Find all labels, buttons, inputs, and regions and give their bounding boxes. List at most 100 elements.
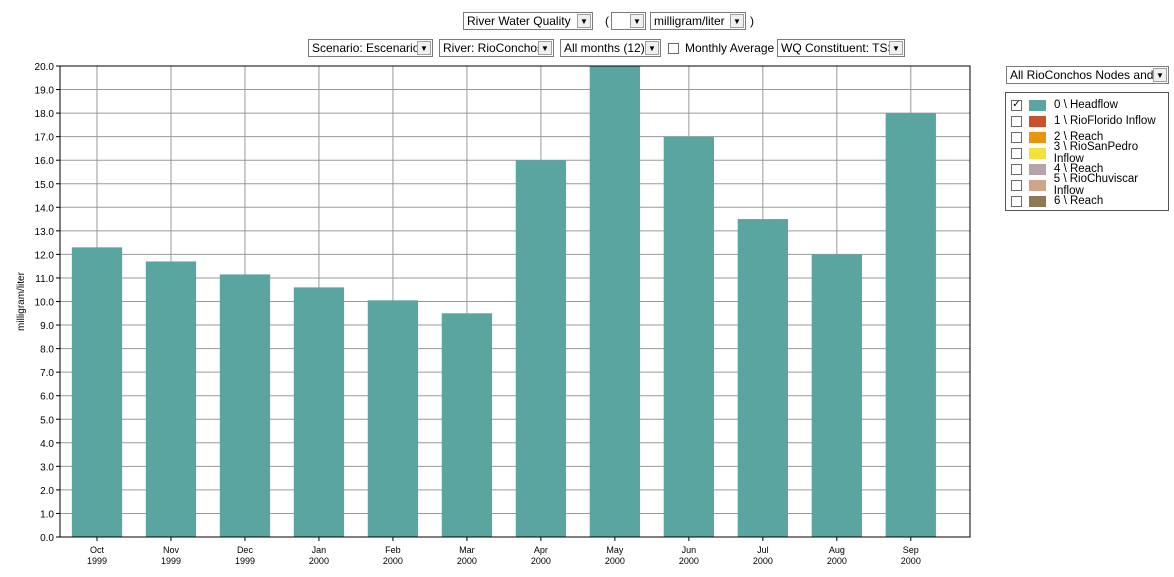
chevron-down-icon[interactable]: ▼ [577, 14, 591, 28]
paren-close: ) [750, 14, 754, 28]
legend-item[interactable]: 2 \ Reach [1006, 129, 1168, 145]
legend-checkbox[interactable] [1011, 147, 1022, 159]
plot-border [59, 65, 971, 538]
chevron-down-icon[interactable]: ▼ [889, 41, 903, 55]
bar [663, 136, 715, 537]
river-select[interactable]: River: RioConchos ▼ [439, 39, 554, 57]
legend-label: 6 \ Reach [1054, 195, 1104, 207]
x-tick-label: 2000 [605, 556, 625, 566]
legend-checkbox[interactable] [1011, 179, 1022, 191]
y-tick-label: 2.0 [40, 486, 54, 497]
legend-item[interactable]: 4 \ Reach [1006, 161, 1168, 177]
x-tick-label: 2000 [827, 556, 847, 566]
x-tick-label: 1999 [87, 556, 107, 566]
x-tick-label: Aug [829, 545, 845, 555]
blank-select[interactable]: ▼ [611, 12, 646, 30]
bar [367, 300, 419, 537]
constituent-select-label: WQ Constituent: TSS [781, 41, 889, 55]
node-select-label: All RioConchos Nodes and Re [1010, 68, 1153, 82]
x-tick-label: Mar [459, 545, 475, 555]
months-select-label: All months (12) [564, 41, 645, 55]
y-tick-label: 5.0 [40, 415, 54, 426]
x-tick-label: Oct [90, 545, 105, 555]
scenario-select[interactable]: Scenario: Escenario1 ▼ [308, 39, 433, 57]
bar [145, 261, 197, 537]
y-tick-label: 20.0 [35, 62, 55, 73]
unit-select-label: milligram/liter [654, 14, 725, 28]
legend-swatch [1028, 179, 1046, 191]
bar [811, 254, 862, 537]
chevron-down-icon[interactable]: ▼ [730, 14, 744, 28]
legend-item[interactable]: 6 \ Reach [1006, 193, 1168, 209]
x-tick-label: Jul [757, 545, 769, 555]
constituent-select[interactable]: WQ Constituent: TSS ▼ [777, 39, 905, 57]
bar [737, 219, 788, 537]
x-tick-label: 2000 [309, 556, 329, 566]
legend-checkbox[interactable] [1011, 195, 1022, 207]
y-axis-label: milligram/liter [16, 271, 27, 331]
view-select-label: River Water Quality [467, 14, 571, 28]
y-tick-label: 13.0 [35, 227, 55, 238]
y-tick-label: 8.0 [40, 345, 54, 356]
y-tick-label: 0.0 [40, 533, 54, 544]
chevron-down-icon[interactable]: ▼ [1153, 68, 1167, 82]
legend-label: 2 \ Reach [1054, 131, 1104, 143]
legend-item[interactable]: 3 \ RioSanPedro Inflow [1006, 141, 1168, 165]
legend-item[interactable]: ✓ 0 \ Headflow [1006, 97, 1168, 113]
y-tick-label: 16.0 [35, 156, 55, 167]
x-tick-label: 2000 [531, 556, 551, 566]
node-select[interactable]: All RioConchos Nodes and Re ▼ [1006, 66, 1169, 84]
legend-swatch [1029, 99, 1046, 111]
legend-swatch [1028, 147, 1046, 159]
legend-label: 3 \ RioSanPedro Inflow [1053, 141, 1139, 165]
x-tick-label: Jan [312, 545, 327, 555]
x-tick-label: May [606, 545, 624, 555]
y-tick-label: 4.0 [40, 439, 54, 450]
bar [589, 66, 641, 537]
view-select[interactable]: River Water Quality ▼ [463, 12, 593, 30]
legend-checkbox[interactable] [1011, 115, 1022, 127]
y-tick-label: 7.0 [40, 368, 54, 379]
legend-swatch [1029, 195, 1046, 207]
x-tick-label: Nov [163, 545, 180, 555]
legend-checkbox[interactable]: ✓ [1011, 99, 1022, 111]
y-tick-label: 18.0 [35, 109, 55, 120]
chevron-down-icon[interactable]: ▼ [630, 14, 644, 28]
legend-checkbox[interactable] [1011, 131, 1022, 143]
y-tick-label: 6.0 [40, 392, 54, 403]
scenario-select-label: Scenario: Escenario1 [312, 41, 417, 55]
legend-item[interactable]: 1 \ RioFlorido Inflow [1006, 113, 1168, 129]
x-tick-label: 2000 [457, 556, 477, 566]
x-tick-label: 1999 [161, 556, 181, 566]
monthly-average-label: Monthly Average [685, 41, 775, 55]
y-tick-label: 14.0 [35, 203, 55, 214]
months-select[interactable]: All months (12) ▼ [560, 39, 661, 57]
chevron-down-icon[interactable]: ▼ [645, 41, 659, 55]
x-tick-label: Feb [385, 545, 401, 555]
bar [293, 287, 345, 537]
unit-select[interactable]: milligram/liter ▼ [650, 12, 746, 30]
bar-chart: 0.0 1.0 2.0 3.0 4.0 5.0 6.0 7.0 8.0 9.0 10.0 11.0 12… [16, 62, 971, 566]
x-tick-label: 2000 [383, 556, 403, 566]
y-tick-label: 10.0 [35, 298, 55, 309]
legend-checkbox[interactable] [1011, 163, 1022, 175]
chevron-down-icon[interactable]: ▼ [538, 41, 552, 55]
river-select-label: River: RioConchos [443, 41, 538, 55]
chevron-down-icon[interactable]: ▼ [417, 41, 431, 55]
monthly-average-checkbox[interactable] [668, 42, 679, 54]
legend-label: 5 \ RioChuviscar Inflow [1053, 173, 1139, 197]
legend-label: 0 \ Headflow [1054, 99, 1118, 111]
legend: ✓ 0 \ Headflow 1 \ RioFlorido Inflow 2 \ Re… [1005, 92, 1169, 211]
monthly-average-toggle[interactable]: Monthly Average [668, 39, 774, 57]
legend-item[interactable]: 5 \ RioChuviscar Inflow [1006, 173, 1168, 197]
legend-label: 1 \ RioFlorido Inflow [1054, 115, 1156, 127]
paren-open: ( [605, 14, 609, 28]
x-tick-label: Sep [903, 545, 919, 555]
legend-swatch [1029, 163, 1046, 175]
y-tick-label: 15.0 [35, 180, 55, 191]
y-tick-label: 17.0 [35, 133, 55, 144]
legend-label: 4 \ Reach [1054, 163, 1104, 175]
y-tick-label: 19.0 [35, 86, 55, 97]
bar [71, 247, 123, 537]
x-tick-label: Jun [682, 545, 697, 555]
